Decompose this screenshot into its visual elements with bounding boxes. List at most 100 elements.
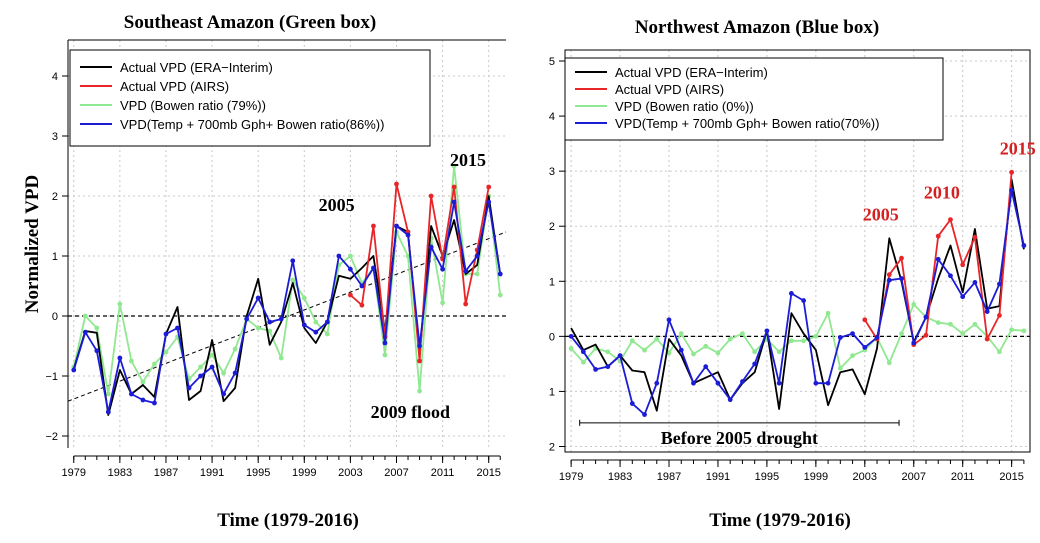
left-chart-title: Southeast Amazon (Green box) <box>124 12 376 33</box>
right-chart-x-axis-label: Time (1979-2016) <box>709 510 851 531</box>
left-legend-box <box>69 49 431 147</box>
right-series-model-point-2006 <box>899 276 904 281</box>
left-series-model-point-2013 <box>463 268 469 274</box>
left-chart-annotations: 2005 2015 2009 flood <box>319 150 486 422</box>
right-legend-box <box>564 57 944 141</box>
left-series-model-point-2003 <box>347 266 353 272</box>
right-series-bowen-point-1997 <box>788 338 794 344</box>
right-x-tick-label-2007: 2007 <box>902 471 926 483</box>
right-series-model-point-2004 <box>874 335 880 340</box>
left-series-bowen-point-1986 <box>152 361 157 367</box>
left-series-model-point-1993 <box>232 370 238 376</box>
left-series-model-line <box>72 201 502 413</box>
left-series-model-point-1991 <box>209 364 215 370</box>
right-y-tick-label-5: 3 <box>549 166 555 178</box>
right-series-bowen-point-1980 <box>580 359 586 365</box>
right-series-bowen-point-1979 <box>568 346 574 351</box>
right-series-model-point-1983 <box>617 353 623 359</box>
left-series-model-point-1999 <box>301 322 307 328</box>
left-series-airs-point-2009 <box>417 358 422 364</box>
right-series-model-point-2003 <box>862 344 868 350</box>
right-legend-label-airs: Actual VPD (AIRS) <box>615 82 724 97</box>
right-series-bowen-point-1989 <box>691 351 696 357</box>
right-x-tick-label-1983: 1983 <box>608 471 632 483</box>
right-y-tick-label-6: 4 <box>549 111 555 123</box>
left-series-model-point-2009 <box>417 343 422 349</box>
right-series-bowen-point-1992 <box>727 336 733 342</box>
right-series-bowen-point-2015 <box>1009 327 1015 333</box>
left-x-tick-label-2007: 2007 <box>384 467 408 479</box>
right-series-airs-point-2009 <box>935 233 941 239</box>
right-bracket-label: Before 2005 drought <box>661 428 818 448</box>
right-y-tick-label-1: 1 <box>549 386 555 398</box>
left-series-model-point-2016 <box>497 271 503 277</box>
left-series-bowen-point-1993 <box>232 346 238 352</box>
right-series-bowen-point-1982 <box>605 349 611 355</box>
right-series-bowen-point-2002 <box>850 353 855 359</box>
right-series-model-point-1988 <box>678 347 684 353</box>
left-series-bowen-point-2003 <box>347 253 353 259</box>
right-annotation-1: 2010 <box>924 183 960 203</box>
right-series-model-point-1991 <box>715 380 721 386</box>
right-chart-annotations: Before 2005 drought 2005 2010 2015 <box>579 139 1036 448</box>
left-series-model-point-2015 <box>486 199 492 205</box>
left-series-bowen-point-1981 <box>94 325 100 331</box>
right-series-model-point-1999 <box>813 380 819 386</box>
right-series-model-point-2012 <box>972 279 978 285</box>
right-series-bowen-point-2014 <box>997 349 1002 355</box>
left-x-tick-label-1987: 1987 <box>154 467 178 479</box>
left-series-model-point-1987 <box>163 331 169 337</box>
left-series-model-point-1979 <box>71 367 77 373</box>
left-series-bowen-line <box>72 165 502 395</box>
right-y-tick-label-4: 2 <box>549 221 555 233</box>
right-series-model-line <box>570 189 1025 416</box>
left-y-tick-label-2: 0 <box>52 311 58 323</box>
right-series-model-point-2008 <box>923 314 929 320</box>
right-series-model-point-1986 <box>654 380 660 386</box>
left-annotation-2: 2009 flood <box>371 402 451 422</box>
right-series-bowen-point-1994 <box>752 349 758 355</box>
left-series-model-point-1994 <box>244 316 250 322</box>
left-series-model-point-1995 <box>255 295 261 301</box>
right-series-model-point-2007 <box>911 340 917 346</box>
left-legend-label-era: Actual VPD (ERA−Interim) <box>120 60 273 75</box>
right-frame <box>564 49 1031 453</box>
left-series-model-point-2014 <box>474 253 480 259</box>
right-series-model-point-2014 <box>997 281 1002 287</box>
left-series-model-point-1981 <box>94 348 100 354</box>
left-series-airs-point-2003 <box>347 292 353 298</box>
left-y-tick-label-6: 4 <box>52 71 58 83</box>
left-legend-label-airs: Actual VPD (AIRS) <box>120 79 229 94</box>
right-series-bowen-point-1991 <box>715 350 721 356</box>
right-series-bowen-point-2012 <box>972 321 978 327</box>
left-series-bowen-point-1991 <box>209 352 215 358</box>
left-series-bowen-point-1997 <box>278 355 284 361</box>
left-series-airs-point-2007 <box>394 181 399 187</box>
left-series-airs-point-2015 <box>486 184 492 190</box>
left-series-model-point-1983 <box>117 355 123 361</box>
left-x-tick-label-2003: 2003 <box>338 467 362 479</box>
right-x-tick-label-1987: 1987 <box>657 471 681 483</box>
right-series-model-point-1994 <box>752 361 758 367</box>
right-series-bowen-point-2016 <box>1021 328 1027 334</box>
right-series-model-point-2013 <box>984 309 990 314</box>
right-legend-label-era: Actual VPD (ERA−Interim) <box>615 65 768 80</box>
left-series-model-point-2007 <box>394 223 399 229</box>
right-y-tick-label-2: 0 <box>549 331 555 343</box>
left-chart-plot-area: 1979 1983 1987 1991 1995 1999 2003 2007 2011 2015… <box>45 39 507 479</box>
left-annotation-0: 2005 <box>319 195 355 215</box>
right-series-model-point-1979 <box>568 333 574 339</box>
right-series-model-point-1982 <box>605 364 611 370</box>
right-series-model-point-1992 <box>727 397 733 403</box>
left-y-tick-label-4: 2 <box>52 191 58 203</box>
right-series-model-point-1984 <box>629 401 635 406</box>
left-x-tick-label-1999: 1999 <box>292 467 316 479</box>
left-series-bowen-point-2011 <box>440 300 446 306</box>
left-series-bowen-point-2014 <box>474 271 480 277</box>
left-series-bowen-point-1983 <box>117 301 123 307</box>
right-series-bowen-point-2007 <box>911 302 917 307</box>
right-series-model-point-2000 <box>825 380 831 386</box>
left-series-bowen-point-1999 <box>301 295 307 301</box>
left-legend-label-bowen: VPD (Bowen ratio (79%)) <box>120 98 266 113</box>
